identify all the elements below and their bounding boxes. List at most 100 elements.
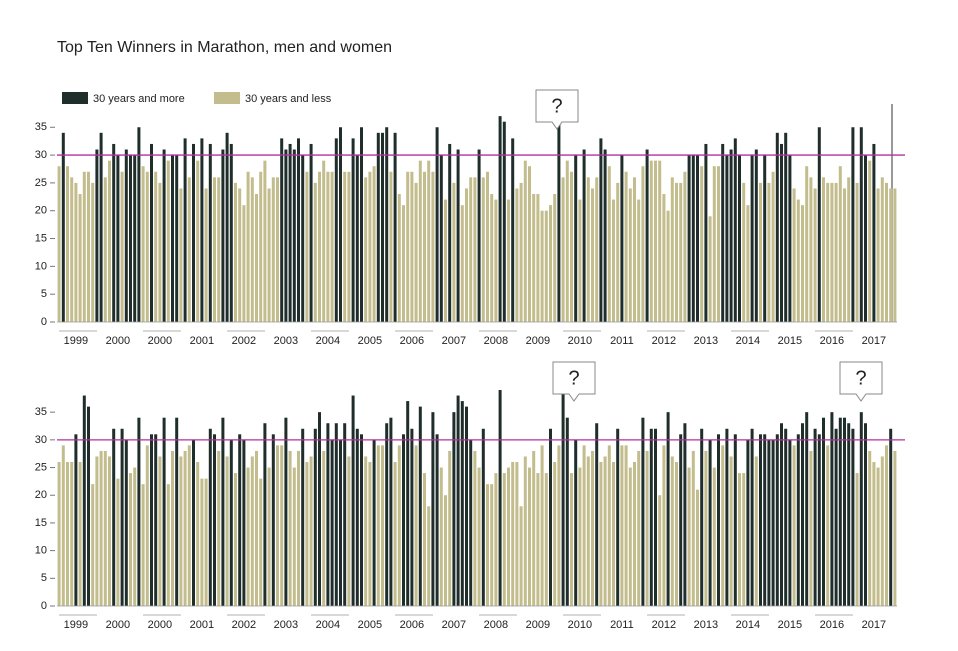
bar xyxy=(662,445,666,606)
bar xyxy=(103,177,107,322)
bar xyxy=(225,132,229,322)
bar xyxy=(87,171,90,322)
bar xyxy=(624,171,628,322)
bar xyxy=(129,473,132,606)
bar xyxy=(439,155,443,322)
bar xyxy=(162,417,166,606)
y-tick-label: 10 xyxy=(35,260,47,272)
bar xyxy=(498,116,502,322)
bar xyxy=(561,390,565,606)
bar xyxy=(309,143,313,322)
bar xyxy=(66,166,69,322)
y-tick-label: 30 xyxy=(35,149,47,161)
bar xyxy=(473,450,477,606)
bar xyxy=(595,177,599,322)
bar xyxy=(280,445,284,606)
bar xyxy=(213,434,216,606)
bar xyxy=(187,445,191,606)
bar xyxy=(687,467,691,606)
bar xyxy=(418,160,422,322)
bar xyxy=(187,177,191,322)
bar xyxy=(250,456,254,606)
bar xyxy=(805,412,809,606)
bar xyxy=(196,160,200,322)
bar xyxy=(792,445,796,606)
bar xyxy=(217,177,221,322)
bar xyxy=(297,450,300,606)
bar xyxy=(427,506,431,606)
x-tick-label: 2001 xyxy=(190,619,214,631)
x-tick-label: 2002 xyxy=(232,619,256,631)
bar xyxy=(481,177,485,322)
bar xyxy=(360,127,363,322)
bar xyxy=(876,467,880,606)
bar xyxy=(725,428,729,606)
bar xyxy=(318,171,321,322)
bar xyxy=(549,205,552,322)
bar xyxy=(721,445,725,606)
bar xyxy=(490,484,494,606)
bar xyxy=(813,428,817,606)
bar xyxy=(301,428,305,606)
bar xyxy=(620,445,624,606)
bar xyxy=(536,194,540,322)
bar xyxy=(427,160,431,322)
bar xyxy=(507,199,510,322)
bar xyxy=(61,445,65,606)
bar xyxy=(578,467,582,606)
bar xyxy=(322,160,326,322)
bar xyxy=(129,155,132,322)
bar xyxy=(229,143,233,322)
bar xyxy=(754,149,758,322)
x-tick-label: 2013 xyxy=(694,619,718,631)
bar xyxy=(582,445,586,606)
x-tick-label: 2015 xyxy=(778,335,802,347)
bar xyxy=(78,194,82,322)
bar xyxy=(263,160,267,322)
bar xyxy=(313,182,317,322)
bar xyxy=(553,462,557,606)
bar xyxy=(166,160,170,322)
bar xyxy=(872,462,876,606)
bar xyxy=(830,412,834,606)
bar xyxy=(116,478,120,606)
bar xyxy=(330,171,334,322)
bar xyxy=(486,171,489,322)
bar xyxy=(200,138,204,322)
bar xyxy=(574,155,578,322)
bar xyxy=(368,462,372,606)
x-tick-label: 2016 xyxy=(820,335,844,347)
bar xyxy=(767,182,771,322)
bar xyxy=(624,445,628,606)
y-tick-label: 15 xyxy=(35,517,47,529)
bar xyxy=(801,423,804,606)
bar xyxy=(255,450,258,606)
x-tick-label: 2000 xyxy=(106,335,130,347)
bar xyxy=(523,160,527,322)
bar xyxy=(326,171,330,322)
bar xyxy=(523,456,527,606)
bar xyxy=(868,450,872,606)
bar xyxy=(263,423,267,606)
bar xyxy=(666,210,670,322)
bar xyxy=(679,182,683,322)
bar xyxy=(460,401,464,606)
callout-box xyxy=(839,361,883,402)
x-tick-label: 2010 xyxy=(568,335,592,347)
bar xyxy=(124,149,128,322)
bar xyxy=(150,143,153,322)
bar xyxy=(99,132,103,322)
bar xyxy=(271,434,275,606)
bar xyxy=(771,171,775,322)
bar xyxy=(477,467,481,606)
bar xyxy=(305,171,309,322)
bar xyxy=(376,132,380,322)
x-tick-label: 2015 xyxy=(778,619,802,631)
bar xyxy=(784,428,788,606)
bar xyxy=(826,445,830,606)
bar xyxy=(276,177,279,322)
y-tick-label: 35 xyxy=(35,121,47,133)
bar xyxy=(99,450,103,606)
x-tick-label: 2002 xyxy=(232,335,256,347)
bar xyxy=(687,155,691,322)
